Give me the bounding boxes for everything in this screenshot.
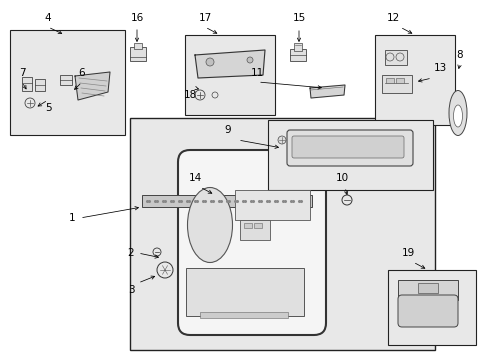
Text: 15: 15 (292, 13, 305, 23)
Bar (142, 195, 311, 207)
Bar (10, 30, 125, 135)
Bar (417, 283, 437, 293)
Bar (134, 43, 142, 49)
Text: 9: 9 (224, 125, 231, 135)
Text: 2: 2 (127, 248, 134, 258)
Text: 14: 14 (188, 173, 201, 183)
Text: 17: 17 (198, 13, 211, 23)
Bar (374, 35, 454, 125)
Bar (395, 78, 403, 83)
Bar (235, 190, 309, 220)
Text: 3: 3 (127, 285, 134, 295)
Bar (185, 268, 304, 316)
Bar (240, 220, 269, 240)
Polygon shape (75, 72, 110, 100)
Bar (385, 78, 393, 83)
Bar (200, 312, 287, 318)
Ellipse shape (448, 90, 466, 135)
FancyBboxPatch shape (178, 150, 325, 335)
Bar (293, 43, 302, 51)
Bar (397, 280, 457, 300)
Polygon shape (195, 50, 264, 78)
Bar (387, 270, 475, 345)
Bar (184, 35, 274, 115)
Text: 19: 19 (401, 248, 414, 258)
FancyBboxPatch shape (397, 295, 457, 327)
Text: 1: 1 (68, 213, 75, 223)
Ellipse shape (452, 105, 462, 127)
Bar (60, 75, 72, 85)
FancyBboxPatch shape (291, 136, 403, 158)
Text: 11: 11 (250, 68, 263, 78)
Text: 12: 12 (386, 13, 399, 23)
Bar (384, 50, 406, 65)
Text: 16: 16 (130, 13, 143, 23)
Text: 4: 4 (44, 13, 51, 23)
Bar (22, 77, 32, 91)
Ellipse shape (187, 188, 232, 262)
FancyBboxPatch shape (286, 130, 412, 166)
Text: 7: 7 (19, 68, 25, 78)
Circle shape (205, 58, 214, 66)
Bar (130, 47, 146, 61)
Bar (289, 49, 305, 61)
Text: 10: 10 (335, 173, 348, 183)
Text: 5: 5 (44, 103, 51, 113)
Text: 8: 8 (456, 50, 462, 60)
Bar (253, 223, 262, 228)
Bar (35, 79, 45, 91)
Bar (244, 223, 251, 228)
Bar (130, 118, 434, 350)
Text: 18: 18 (183, 90, 196, 100)
Bar (267, 120, 432, 190)
Polygon shape (309, 85, 345, 98)
Text: 6: 6 (79, 68, 85, 78)
Bar (381, 75, 411, 93)
Circle shape (246, 57, 252, 63)
Circle shape (278, 136, 285, 144)
Text: 13: 13 (432, 63, 446, 73)
